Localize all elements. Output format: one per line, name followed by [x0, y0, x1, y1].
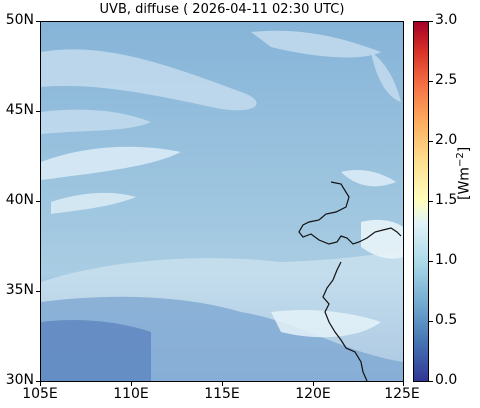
colorbar-tick-label: 0.0 [435, 372, 458, 388]
y-tick-label: 40N [5, 192, 34, 208]
colorbar-tick-mark [429, 321, 433, 322]
x-tick-label: 105E [22, 386, 58, 402]
x-tick-label: 115E [204, 386, 240, 402]
x-tick-mark [40, 382, 41, 386]
x-tick-mark [131, 382, 132, 386]
colorbar-tick-label: 2.0 [435, 132, 458, 148]
colorbar-tick-mark [429, 261, 433, 262]
colorbar-tick-mark [429, 201, 433, 202]
colorbar-tick-label: 0.5 [435, 312, 458, 328]
y-tick-mark [36, 291, 40, 292]
x-tick-label: 120E [295, 386, 331, 402]
colorbar-tick-mark [429, 141, 433, 142]
colorbar-tick-label: 2.5 [435, 72, 458, 88]
unit-text: [Wm [456, 167, 473, 200]
cloud-band-north [41, 30, 401, 134]
cloud-field-south [41, 219, 403, 381]
colorbar-tick-label: 3.0 [435, 12, 458, 28]
x-tick-mark [313, 382, 314, 386]
x-tick-mark [222, 382, 223, 386]
cloud-streaks-mid [41, 146, 396, 214]
colorbar-tick-label: 1.5 [435, 192, 458, 208]
map-title: UVB, diffuse ( 2026-04-11 02:30 UTC) [99, 2, 345, 17]
colorbar-unit-label: [Wm−2] [455, 147, 473, 200]
x-tick-label: 125E [384, 386, 420, 402]
y-tick-mark [36, 201, 40, 202]
y-tick-label: 35N [5, 282, 34, 298]
y-tick-label: 30N [5, 372, 34, 388]
colorbar-tick-mark [429, 21, 433, 22]
x-tick-mark [403, 382, 404, 386]
y-tick-mark [36, 381, 40, 382]
map-panel[interactable] [40, 21, 404, 382]
colorbar-tick-label: 1.0 [435, 252, 458, 268]
colorbar [413, 21, 429, 382]
colorbar-tick-mark [429, 81, 433, 82]
unit-bracket: ] [456, 146, 473, 153]
x-tick-label: 110E [113, 386, 149, 402]
y-tick-label: 50N [5, 12, 34, 28]
coastline [298, 181, 402, 381]
y-tick-mark [36, 21, 40, 22]
y-tick-mark [36, 111, 40, 112]
colorbar-tick-mark [429, 381, 433, 382]
unit-exponent: −2 [455, 152, 466, 168]
y-tick-label: 45N [5, 102, 34, 118]
uvb-diffuse-field [41, 22, 403, 381]
